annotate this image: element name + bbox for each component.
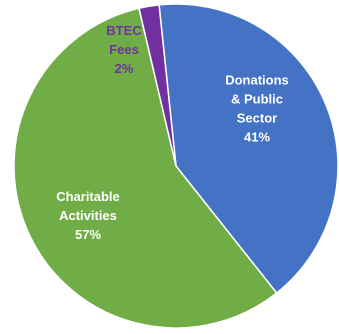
pie-slice-charitable-activities: [13, 7, 278, 329]
slice-label-line: Donations: [225, 73, 289, 88]
slice-percent-label: 57%: [75, 227, 101, 242]
slice-label-btec-fees: BTEC Fees 2%: [106, 23, 142, 76]
slice-label-line: Activities: [59, 208, 117, 223]
slice-percent-label: 41%: [244, 130, 270, 145]
slice-label-line: & Public: [231, 92, 283, 107]
slice-percent-label: 2%: [115, 61, 134, 76]
labels-layer: Donations & Public Sector 41% Charitable Acti…: [56, 23, 289, 242]
slice-label-line: Fees: [109, 42, 139, 57]
slice-label-line: Charitable: [56, 189, 120, 204]
slice-label-line: BTEC: [106, 23, 142, 38]
slice-label-line: Sector: [237, 111, 277, 126]
slice-label-charitable-activities: Charitable Activities 57%: [56, 189, 120, 242]
slices-layer: [13, 3, 339, 329]
pie-slice-donations-public-sector: [158, 3, 339, 295]
slice-label-donations-public-sector: Donations & Public Sector 41%: [225, 73, 289, 145]
pie-slice-btec-fees: [138, 4, 177, 167]
